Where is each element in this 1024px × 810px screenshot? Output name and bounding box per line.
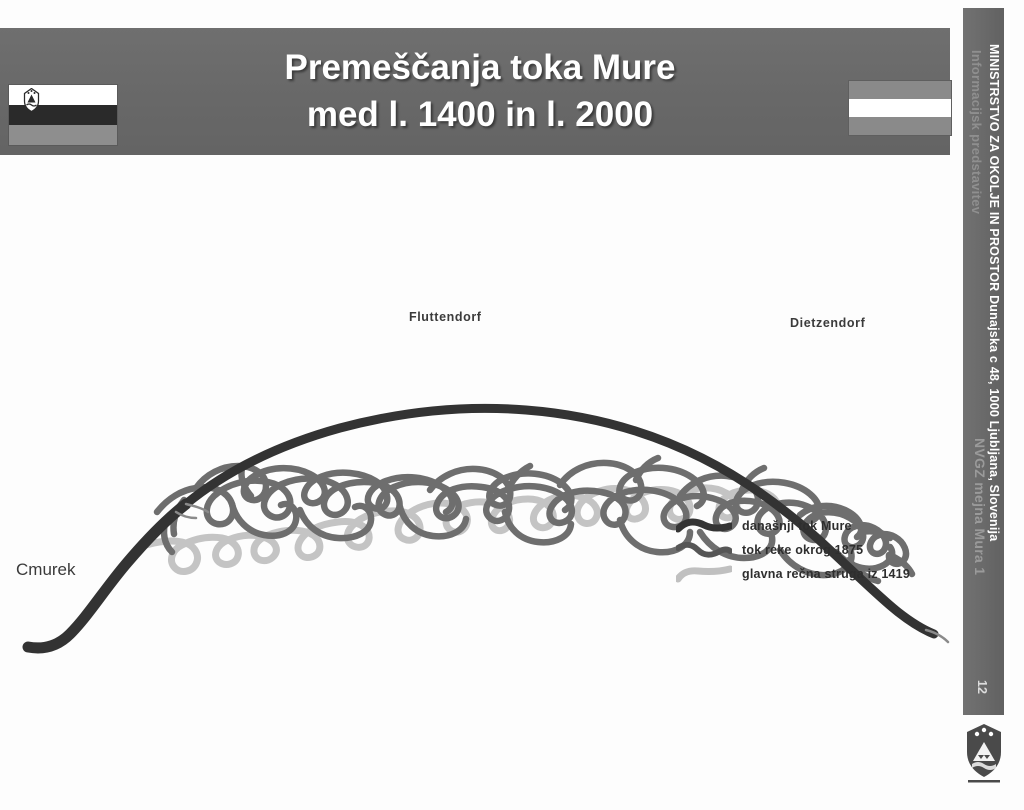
map-minor-marks xyxy=(174,502,950,644)
flag-band-white-middle xyxy=(849,98,951,117)
map-legend: današnji tok Mure tok reke okrog 1875 gl… xyxy=(676,514,946,586)
river-path-modern xyxy=(22,403,939,654)
slovenia-coat-of-arms-footer-icon xyxy=(967,724,1001,783)
flag-band-red-top xyxy=(849,81,951,99)
river-course-map xyxy=(22,403,950,654)
slide-title-line-1: Premeščanja toka Mure xyxy=(284,48,676,87)
legend-item-1875: tok reke okrog 1875 xyxy=(676,538,946,562)
slovenia-flag xyxy=(8,84,118,146)
title-banner: Premeščanja toka Mure med l. 1400 in l. … xyxy=(0,28,950,155)
slovenia-coat-of-arms-icon xyxy=(23,88,40,112)
slide-title-line-2: med l. 1400 in l. 2000 xyxy=(306,95,654,134)
river-line-1419-icon xyxy=(676,565,732,583)
legend-label-1875: tok reke okrog 1875 xyxy=(742,543,864,557)
sidebar-document-text: NVGZ mejna Mura 1 xyxy=(972,438,988,576)
river-line-1875-icon xyxy=(676,541,732,558)
flag-band-blue xyxy=(9,104,117,125)
place-label-dietzendorf: Dietzendorf xyxy=(790,316,866,330)
sidebar-ministry-text: MINISTRSTVO ZA OKOLJE IN PROSTOR Dunajsk… xyxy=(987,44,1001,542)
flag-band-red xyxy=(9,124,117,145)
sidebar-subtitle-text: Informacijsk predstavitev xyxy=(969,50,984,215)
right-sidebar: MINISTRSTVO ZA OKOLJE IN PROSTOR Dunajsk… xyxy=(963,8,1004,715)
legend-item-1419: glavna rečna struga iz 1419 xyxy=(676,562,946,586)
austria-flag xyxy=(848,80,952,136)
place-label-cmurek: Cmurek xyxy=(16,560,76,579)
legend-item-modern: današnji tok Mure xyxy=(676,514,946,538)
legend-label-modern: današnji tok Mure xyxy=(742,519,852,533)
river-line-modern-icon xyxy=(676,518,732,533)
place-label-fluttendorf: Fluttendorf xyxy=(409,310,482,324)
flag-band-red-bottom xyxy=(849,116,951,135)
legend-label-1419: glavna rečna struga iz 1419 xyxy=(742,567,910,581)
page-number: 12 xyxy=(975,680,989,694)
map-canvas xyxy=(0,160,960,810)
slide-title: Premeščanja toka Mure med l. 1400 in l. … xyxy=(130,44,830,138)
